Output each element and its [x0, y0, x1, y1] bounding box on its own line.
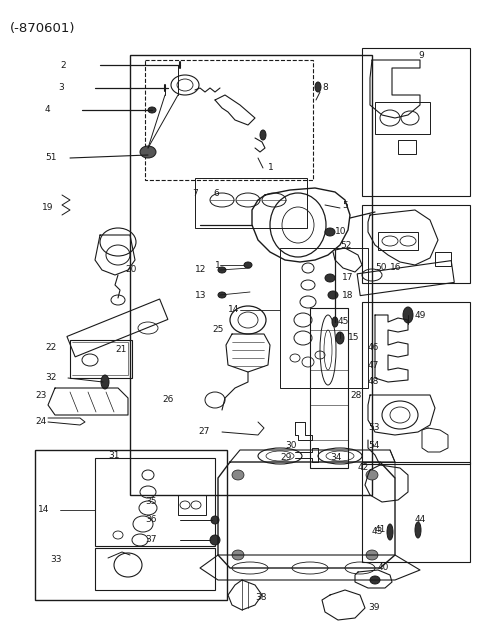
Text: 38: 38 — [255, 593, 266, 603]
Ellipse shape — [260, 130, 266, 140]
Ellipse shape — [336, 332, 344, 344]
Ellipse shape — [210, 535, 220, 545]
Text: 16: 16 — [390, 263, 401, 273]
Bar — [362, 205, 470, 283]
Text: 22: 22 — [45, 343, 56, 353]
Text: 39: 39 — [368, 603, 380, 613]
Ellipse shape — [403, 307, 413, 323]
Text: 6: 6 — [213, 188, 219, 198]
Bar — [362, 462, 470, 562]
Text: 34: 34 — [330, 454, 341, 462]
Text: 3: 3 — [58, 84, 64, 92]
Bar — [435, 252, 451, 266]
Text: 1: 1 — [268, 163, 274, 172]
Text: 32: 32 — [45, 374, 56, 383]
Text: 19: 19 — [42, 203, 53, 213]
Text: 17: 17 — [342, 273, 353, 283]
Text: 18: 18 — [342, 291, 353, 300]
Text: 30: 30 — [285, 441, 297, 449]
Text: 42: 42 — [358, 464, 369, 472]
Bar — [195, 178, 307, 228]
Text: 9: 9 — [418, 52, 424, 61]
Ellipse shape — [370, 576, 380, 584]
Text: 44: 44 — [415, 515, 426, 525]
Text: 7: 7 — [192, 188, 198, 198]
Text: 13: 13 — [195, 291, 206, 300]
Text: 33: 33 — [50, 555, 61, 565]
Bar — [378, 232, 418, 250]
Ellipse shape — [218, 292, 226, 298]
Bar — [362, 48, 470, 196]
Text: 49: 49 — [415, 311, 426, 319]
Text: 2: 2 — [60, 61, 66, 69]
Text: 41: 41 — [375, 525, 386, 535]
Ellipse shape — [148, 107, 156, 113]
Ellipse shape — [325, 274, 335, 282]
Text: 15: 15 — [348, 333, 360, 343]
Text: (-870601): (-870601) — [10, 22, 75, 35]
Ellipse shape — [218, 267, 226, 273]
Bar — [95, 458, 215, 546]
Text: 20: 20 — [125, 265, 136, 275]
Text: 47: 47 — [368, 361, 379, 369]
Bar — [145, 60, 313, 180]
Text: 48: 48 — [368, 378, 379, 386]
Text: 4: 4 — [45, 105, 50, 114]
Bar — [375, 102, 430, 134]
Text: 50: 50 — [375, 263, 386, 273]
Bar — [67, 299, 168, 357]
Ellipse shape — [366, 550, 378, 560]
Text: 46: 46 — [368, 343, 379, 353]
Text: 35: 35 — [145, 497, 156, 507]
Text: 26: 26 — [162, 396, 173, 404]
Ellipse shape — [315, 82, 321, 92]
Text: 21: 21 — [115, 346, 126, 354]
Text: 27: 27 — [198, 427, 209, 437]
Bar — [280, 248, 368, 388]
Ellipse shape — [232, 550, 244, 560]
Ellipse shape — [211, 516, 219, 524]
Ellipse shape — [140, 146, 156, 158]
Text: 36: 36 — [145, 515, 156, 525]
Bar — [95, 548, 215, 590]
Text: 12: 12 — [195, 265, 206, 275]
Ellipse shape — [366, 470, 378, 480]
Text: 28: 28 — [350, 391, 361, 399]
Text: 29: 29 — [280, 454, 291, 462]
Text: 43: 43 — [372, 527, 384, 537]
Text: 24: 24 — [35, 417, 46, 426]
Ellipse shape — [332, 317, 338, 327]
Text: 14: 14 — [38, 505, 49, 515]
Bar — [362, 302, 470, 464]
Ellipse shape — [415, 522, 421, 538]
Ellipse shape — [244, 262, 252, 268]
Ellipse shape — [232, 470, 244, 480]
Bar — [357, 261, 454, 296]
Bar — [35, 450, 227, 600]
Ellipse shape — [328, 291, 338, 299]
Text: 5: 5 — [342, 200, 348, 210]
Bar — [310, 308, 348, 468]
Ellipse shape — [101, 375, 109, 389]
Ellipse shape — [325, 228, 335, 236]
Bar — [70, 340, 132, 378]
Text: 23: 23 — [35, 391, 47, 399]
Text: 10: 10 — [335, 228, 347, 236]
Text: 51: 51 — [45, 154, 57, 162]
Ellipse shape — [387, 524, 393, 540]
Text: 14: 14 — [228, 306, 240, 314]
Text: 31: 31 — [108, 451, 120, 459]
Text: 1: 1 — [215, 260, 221, 270]
Bar — [130, 55, 372, 495]
Text: 53: 53 — [368, 424, 380, 432]
Bar — [398, 140, 416, 154]
Text: 40: 40 — [378, 563, 389, 572]
Text: 52: 52 — [340, 240, 351, 250]
Text: 8: 8 — [322, 82, 328, 92]
Text: 54: 54 — [368, 441, 379, 449]
Text: 25: 25 — [212, 326, 223, 334]
Text: 37: 37 — [145, 535, 156, 545]
Text: 45: 45 — [338, 318, 349, 326]
Bar — [178, 495, 206, 515]
